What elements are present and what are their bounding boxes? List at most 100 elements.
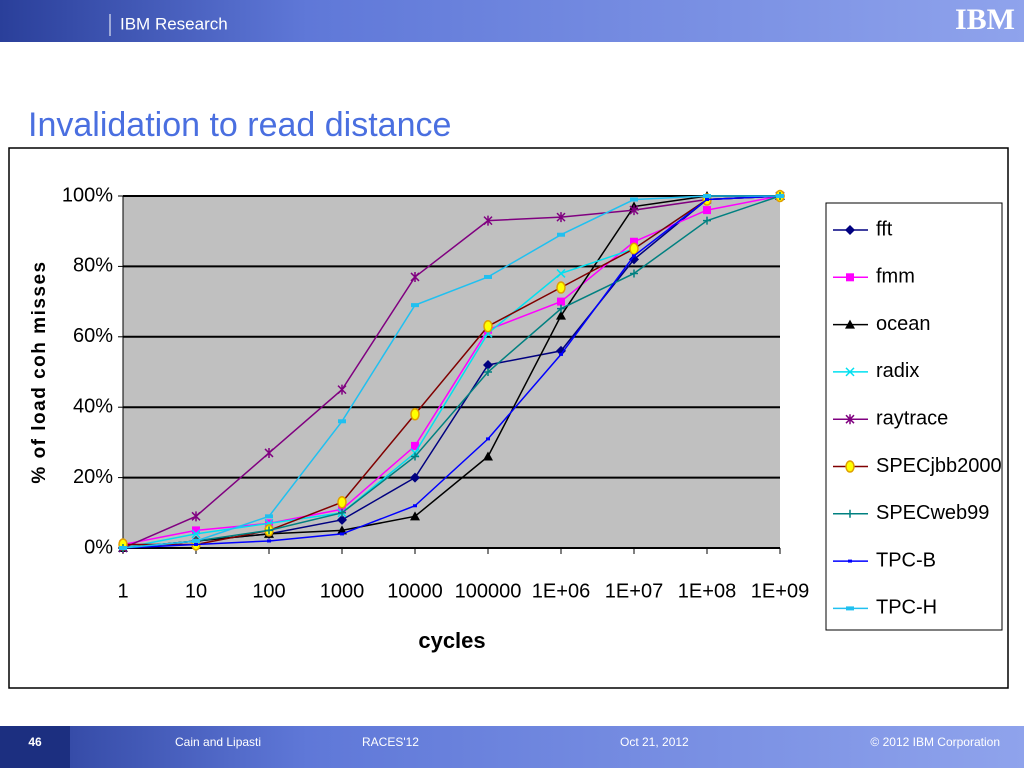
- marker: [846, 273, 854, 282]
- y-tick-label: 0%: [84, 536, 113, 558]
- marker: [845, 460, 855, 473]
- header-bar: [0, 0, 1024, 42]
- marker: [556, 281, 566, 294]
- x-axis-label: cycles: [418, 628, 485, 653]
- marker: [192, 538, 200, 543]
- y-tick-label: 20%: [73, 466, 113, 488]
- slide-title: Invalidation to read distance: [28, 106, 451, 144]
- marker: [411, 452, 419, 461]
- footer-copyright: © 2012 IBM Corporation: [870, 735, 1000, 749]
- marker: [264, 447, 274, 458]
- legend-label: SPECweb99: [876, 502, 989, 524]
- plot-area: [123, 196, 780, 548]
- x-tick-label: 100: [252, 580, 285, 602]
- marker: [845, 225, 855, 235]
- marker: [338, 508, 346, 517]
- series-line: [122, 195, 781, 549]
- marker: [411, 303, 419, 308]
- marker: [410, 472, 420, 483]
- marker: [337, 384, 347, 395]
- marker: [265, 514, 273, 519]
- marker: [340, 532, 344, 536]
- marker: [337, 514, 347, 525]
- logo: IBM: [955, 3, 1015, 36]
- marker: [484, 368, 492, 376]
- marker: [483, 359, 493, 370]
- marker: [337, 525, 347, 535]
- y-tick-label: 100%: [62, 184, 113, 206]
- header-title: IBM Research: [120, 14, 228, 33]
- x-tick-label: 1E+06: [532, 580, 590, 602]
- marker: [556, 268, 566, 278]
- marker: [483, 215, 493, 226]
- series-line: [122, 195, 780, 549]
- series-line: [123, 195, 781, 546]
- x-tick-label: 100000: [455, 580, 522, 602]
- marker: [194, 542, 198, 546]
- marker: [337, 495, 347, 509]
- marker: [557, 232, 565, 237]
- marker: [846, 509, 854, 518]
- legend-label: SPECjbb2000: [876, 455, 1002, 477]
- legend-label: raytrace: [876, 407, 948, 429]
- marker: [632, 254, 636, 258]
- marker: [557, 304, 565, 313]
- footer-date: Oct 21, 2012: [620, 735, 689, 749]
- marker: [410, 407, 420, 421]
- series-line: [122, 195, 781, 549]
- marker: [556, 212, 566, 223]
- marker: [338, 419, 346, 424]
- page-box: [0, 726, 70, 768]
- legend-label: fft: [876, 218, 893, 240]
- legend-label: TPC-B: [876, 549, 936, 571]
- marker: [191, 511, 201, 522]
- marker: [776, 194, 784, 198]
- footer-venue: RACES'12: [362, 735, 419, 749]
- marker: [410, 511, 420, 521]
- marker: [629, 205, 639, 216]
- marker: [630, 237, 638, 246]
- legend: [825, 202, 1003, 631]
- marker: [630, 269, 638, 278]
- marker: [705, 198, 709, 202]
- marker: [265, 526, 273, 535]
- marker: [267, 539, 271, 543]
- marker: [629, 242, 639, 256]
- x-tick-label: 1E+08: [678, 580, 736, 602]
- marker: [483, 451, 493, 461]
- marker: [486, 437, 490, 441]
- x-tick-label: 1E+09: [751, 580, 809, 602]
- y-tick-label: 80%: [73, 255, 113, 277]
- x-tick-label: 1: [117, 580, 128, 602]
- x-tick-label: 10000: [387, 580, 443, 602]
- marker: [410, 271, 420, 282]
- marker: [845, 367, 855, 377]
- legend-label: TPC-H: [876, 597, 937, 619]
- marker: [703, 216, 711, 225]
- marker: [483, 319, 493, 333]
- marker: [703, 206, 711, 215]
- marker: [556, 310, 566, 320]
- page-number: 46: [28, 735, 42, 749]
- marker: [845, 319, 855, 329]
- marker: [119, 546, 127, 550]
- y-tick-label: 40%: [73, 395, 113, 417]
- x-tick-label: 1E+07: [605, 580, 663, 602]
- marker: [845, 414, 855, 425]
- x-tick-label: 1000: [320, 580, 365, 602]
- footer-bar: [0, 726, 1024, 768]
- legend-label: fmm: [876, 266, 915, 288]
- marker: [630, 197, 638, 202]
- marker: [484, 274, 492, 279]
- marker: [192, 526, 200, 535]
- marker: [556, 345, 566, 356]
- marker: [413, 504, 417, 508]
- legend-label: radix: [876, 360, 919, 382]
- marker: [411, 441, 419, 450]
- marker: [629, 254, 639, 265]
- footer-authors: Cain and Lipasti: [175, 735, 261, 749]
- y-tick-label: 60%: [73, 325, 113, 347]
- y-axis-label: % of load coh misses: [29, 260, 50, 483]
- marker: [559, 352, 563, 356]
